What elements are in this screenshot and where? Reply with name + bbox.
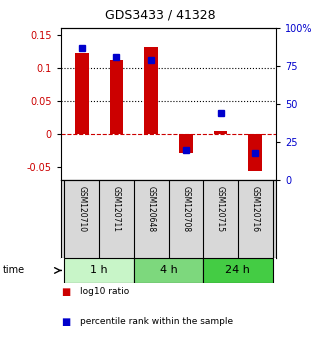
Bar — [203, 258, 273, 283]
Text: ■: ■ — [61, 287, 70, 297]
Text: percentile rank within the sample: percentile rank within the sample — [80, 317, 233, 326]
Text: GSM120708: GSM120708 — [181, 186, 190, 232]
Bar — [134, 258, 203, 283]
Bar — [213, 131, 228, 134]
Bar — [248, 134, 262, 171]
Text: GSM120711: GSM120711 — [112, 186, 121, 232]
Bar — [109, 60, 124, 134]
Text: GSM120715: GSM120715 — [216, 186, 225, 232]
Text: GDS3433 / 41328: GDS3433 / 41328 — [105, 9, 216, 22]
Text: GSM120710: GSM120710 — [77, 186, 86, 232]
Text: GSM120648: GSM120648 — [147, 186, 156, 232]
Text: log10 ratio: log10 ratio — [80, 287, 129, 296]
Text: time: time — [3, 266, 25, 275]
Text: 24 h: 24 h — [225, 266, 250, 275]
Text: GSM120716: GSM120716 — [251, 186, 260, 232]
Bar — [75, 53, 89, 134]
Text: 1 h: 1 h — [90, 266, 108, 275]
Bar — [179, 134, 193, 154]
Text: 4 h: 4 h — [160, 266, 178, 275]
Bar — [144, 47, 158, 134]
Text: ■: ■ — [61, 317, 70, 327]
Bar — [65, 258, 134, 283]
